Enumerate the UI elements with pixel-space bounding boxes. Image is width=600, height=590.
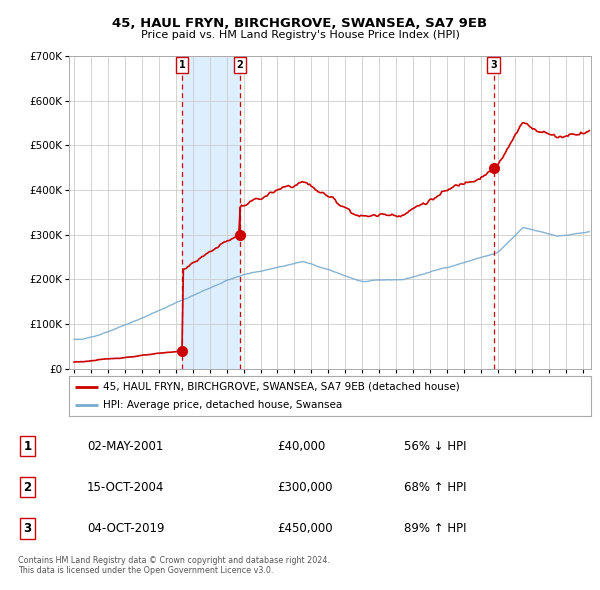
Text: Contains HM Land Registry data © Crown copyright and database right 2024.: Contains HM Land Registry data © Crown c… [18,556,330,565]
Text: 45, HAUL FRYN, BIRCHGROVE, SWANSEA, SA7 9EB (detached house): 45, HAUL FRYN, BIRCHGROVE, SWANSEA, SA7 … [103,382,460,392]
Text: £450,000: £450,000 [277,522,332,535]
Text: 02-MAY-2001: 02-MAY-2001 [87,440,163,453]
Text: 68% ↑ HPI: 68% ↑ HPI [404,481,466,494]
Text: 04-OCT-2019: 04-OCT-2019 [87,522,164,535]
Text: 56% ↓ HPI: 56% ↓ HPI [404,440,466,453]
Text: 1: 1 [23,440,32,453]
Text: £40,000: £40,000 [277,440,325,453]
Text: HPI: Average price, detached house, Swansea: HPI: Average price, detached house, Swan… [103,400,342,410]
Text: 2: 2 [236,60,244,70]
Text: 89% ↑ HPI: 89% ↑ HPI [404,522,466,535]
Text: Price paid vs. HM Land Registry's House Price Index (HPI): Price paid vs. HM Land Registry's House … [140,30,460,40]
Text: 3: 3 [490,60,497,70]
Text: This data is licensed under the Open Government Licence v3.0.: This data is licensed under the Open Gov… [18,566,274,575]
Text: 15-OCT-2004: 15-OCT-2004 [87,481,164,494]
Bar [182,56,240,369]
Text: 1: 1 [179,60,185,70]
Text: 2: 2 [23,481,32,494]
Text: 3: 3 [23,522,32,535]
Text: £300,000: £300,000 [277,481,332,494]
Text: 45, HAUL FRYN, BIRCHGROVE, SWANSEA, SA7 9EB: 45, HAUL FRYN, BIRCHGROVE, SWANSEA, SA7 … [112,17,488,30]
